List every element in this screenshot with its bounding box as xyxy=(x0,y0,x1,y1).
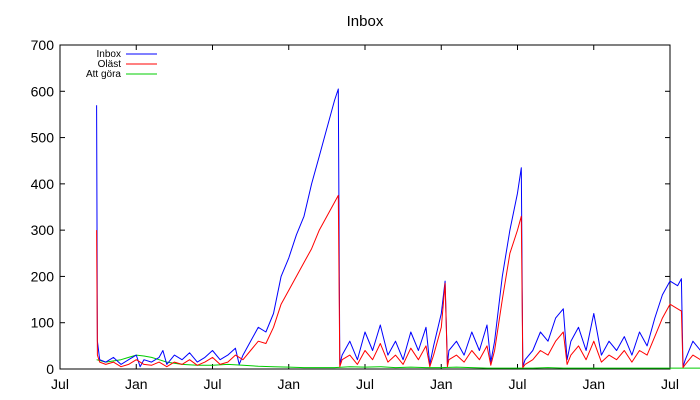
x-tick-label: Jan xyxy=(277,376,300,392)
y-tick-label: 500 xyxy=(31,130,55,146)
y-tick-label: 700 xyxy=(31,37,55,53)
series-line-1 xyxy=(96,194,700,369)
x-tick-label: Jan xyxy=(430,376,453,392)
y-tick-label: 400 xyxy=(31,176,55,192)
y-tick-label: 300 xyxy=(31,222,55,238)
x-tick-label: Jan xyxy=(582,376,605,392)
y-axis: 0 100 200 300 400 500 600 700 xyxy=(31,37,670,377)
x-tick-label: Jul xyxy=(204,376,222,392)
y-tick-label: 100 xyxy=(31,315,55,331)
x-tick-label: Jul xyxy=(509,376,527,392)
series-group xyxy=(96,88,700,369)
x-tick-label: Jul xyxy=(661,376,679,392)
y-tick-label: 600 xyxy=(31,83,55,99)
chart-title: Inbox xyxy=(347,13,384,30)
x-tick-label: Jan xyxy=(125,376,148,392)
y-tick-label: 0 xyxy=(46,361,54,377)
legend-label: Inbox xyxy=(97,49,121,60)
legend-label: Att göra xyxy=(86,69,121,80)
x-tick-label: Jul xyxy=(51,376,69,392)
x-axis: Jul Jan Jul Jan Jul Jan Jul Jan Jul xyxy=(51,45,679,392)
legend-label: Oläst xyxy=(98,59,122,70)
series-line-0 xyxy=(96,88,700,368)
y-tick-label: 200 xyxy=(31,268,55,284)
x-tick-label: Jul xyxy=(356,376,374,392)
series-line-2 xyxy=(96,354,700,369)
plot-frame xyxy=(59,44,671,370)
